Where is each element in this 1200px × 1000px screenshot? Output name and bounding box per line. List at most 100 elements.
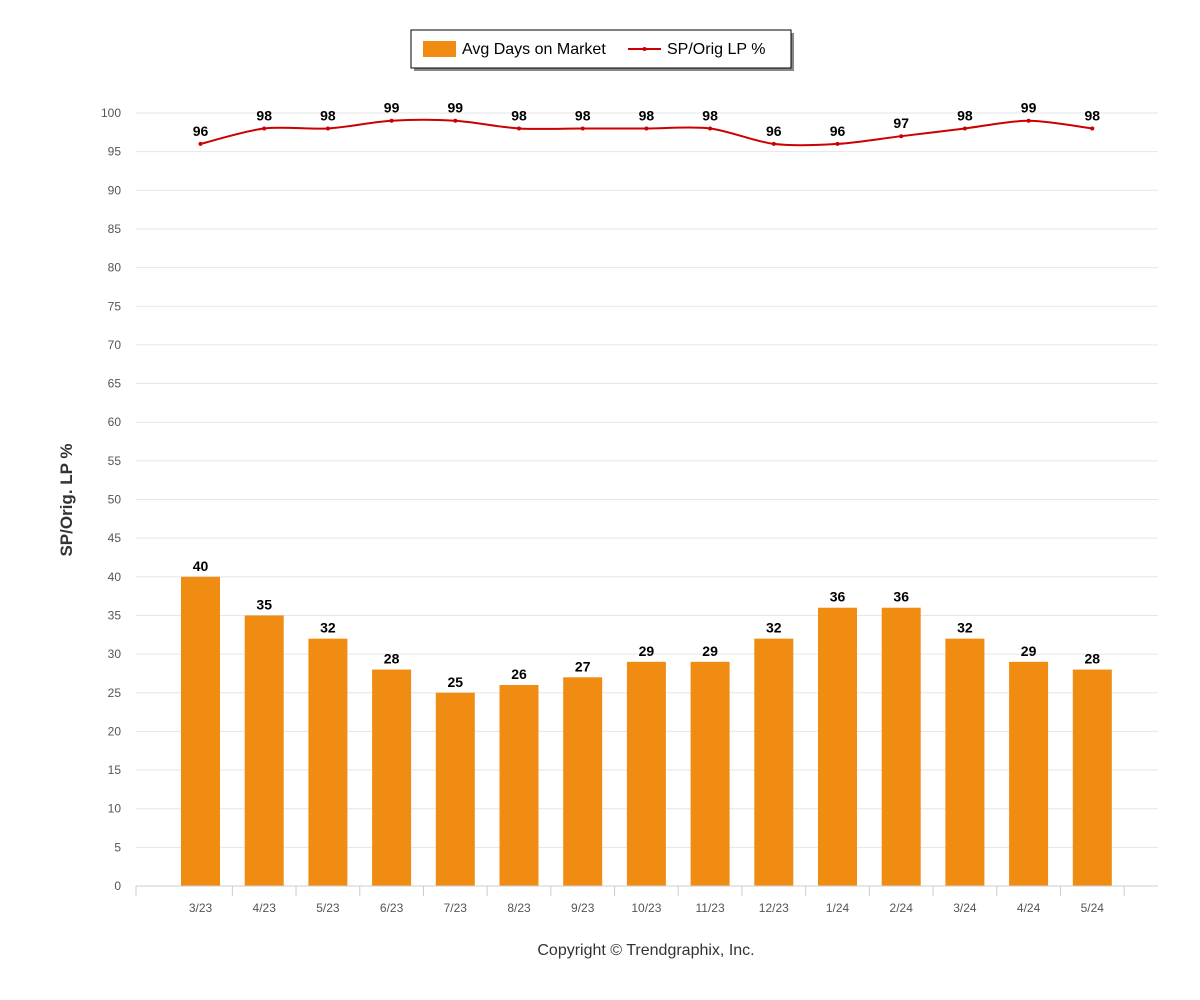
bar-value-label: 25: [448, 674, 464, 690]
y-tick-label: 40: [108, 570, 122, 584]
x-tick-label: 12/23: [759, 901, 789, 915]
y-tick-label: 95: [108, 145, 122, 159]
line-markers: [198, 118, 1095, 146]
x-axis-ticks: 3/23 4/23 5/23 6/23 7/23 8/23 9/23 10/23 11/23 12…: [135, 886, 1125, 915]
bar-value-label: 29: [1021, 643, 1037, 659]
line-point: [1026, 118, 1031, 123]
line-point: [453, 118, 458, 123]
bar-value-label: 32: [957, 620, 973, 636]
bar: [626, 661, 666, 886]
y-tick-label: 50: [108, 493, 122, 507]
x-tick-label: 5/24: [1081, 901, 1105, 915]
legend-box: [410, 29, 792, 69]
x-tick-label: 7/23: [444, 901, 468, 915]
y-tick-label: 35: [108, 608, 122, 622]
y-tick-label: 30: [108, 647, 122, 661]
x-tick-label: 4/23: [253, 901, 277, 915]
series-line: [200, 118, 1093, 147]
bar: [1072, 669, 1112, 886]
legend-bar-label: Avg Days on Market: [462, 41, 606, 58]
bar-value-label: 28: [1085, 651, 1101, 667]
line-labels: 96 98 98 99 99 98 98 98 98 96 96 97 98 99 98: [193, 100, 1101, 139]
y-tick-label: 90: [108, 183, 122, 197]
bar: [1009, 661, 1049, 886]
bar-value-label: 36: [893, 589, 909, 605]
legend: Avg Days on Market SP/Orig LP %: [410, 29, 794, 71]
y-axis-label: SP/Orig. LP %: [57, 443, 76, 556]
line-value-label: 96: [193, 123, 209, 139]
bar: [372, 669, 412, 886]
line-value-label: 96: [766, 123, 782, 139]
y-tick-label: 25: [108, 686, 122, 700]
bar: [945, 638, 985, 886]
y-tick-label: 5: [114, 840, 121, 854]
line-point: [580, 126, 585, 131]
y-tick-label: 70: [108, 338, 122, 352]
y-tick-label: 100: [101, 106, 121, 120]
bar: [308, 638, 348, 886]
y-tick-label: 10: [108, 802, 122, 816]
line-value-label: 99: [448, 100, 464, 116]
line-value-label: 98: [511, 107, 527, 123]
line-value-label: 96: [830, 123, 846, 139]
bar-value-label: 29: [702, 643, 718, 659]
bar-value-label: 32: [320, 620, 336, 636]
y-axis-ticks: 0 5 10 15 20 25 30 35 40 45 50 55 60 65 70 75 80 85 90 95 10…: [101, 106, 121, 893]
line-value-label: 98: [320, 107, 336, 123]
line-point: [899, 134, 904, 139]
bar-value-label: 29: [639, 643, 655, 659]
y-tick-label: 0: [114, 879, 121, 893]
legend-bar-swatch: [423, 41, 456, 57]
line-point: [708, 126, 713, 131]
y-tick-label: 65: [108, 377, 122, 391]
bar-value-label: 40: [193, 558, 209, 574]
x-tick-label: 9/23: [571, 901, 595, 915]
bar: [499, 685, 539, 886]
line-value-label: 98: [957, 107, 973, 123]
y-tick-label: 55: [108, 454, 122, 468]
bar-value-label: 27: [575, 658, 591, 674]
line-point: [835, 141, 840, 146]
line-point: [325, 126, 330, 131]
x-tick-label: 3/24: [953, 901, 977, 915]
line-point: [771, 141, 776, 146]
line-point: [198, 141, 203, 146]
x-tick-label: 11/23: [696, 901, 725, 915]
line-value-label: 98: [639, 107, 655, 123]
y-tick-label: 15: [108, 763, 122, 777]
bar: [754, 638, 794, 886]
x-tick-label: 2/24: [890, 901, 914, 915]
line-point: [517, 126, 521, 131]
copyright-text: Copyright © Trendgraphix, Inc.: [537, 942, 754, 959]
x-tick-label: 3/23: [189, 901, 213, 915]
line-point: [644, 126, 649, 131]
bar-value-label: 35: [256, 596, 272, 612]
line-value-label: 98: [1085, 107, 1101, 123]
line-value-label: 98: [702, 107, 718, 123]
line-value-label: 98: [256, 107, 272, 123]
line-point: [262, 126, 267, 131]
y-tick-label: 75: [108, 299, 122, 313]
y-tick-label: 45: [108, 531, 122, 545]
grid: [136, 112, 1158, 848]
x-tick-label: 6/23: [380, 901, 404, 915]
bar: [818, 607, 857, 886]
bar-value-label: 32: [766, 620, 782, 636]
bar: [435, 692, 475, 886]
legend-line-marker: [642, 47, 647, 51]
line-value-label: 99: [1021, 100, 1037, 116]
line-point: [389, 118, 394, 123]
bar: [181, 576, 220, 886]
x-tick-label: 8/23: [507, 901, 531, 915]
y-tick-label: 80: [108, 261, 122, 275]
bar: [690, 661, 730, 886]
bar-value-label: 26: [511, 666, 527, 682]
y-tick-label: 60: [108, 415, 122, 429]
bar-value-label: 36: [830, 589, 846, 605]
legend-line-label: SP/Orig LP %: [667, 41, 765, 58]
x-tick-label: 4/24: [1017, 901, 1041, 915]
line-value-label: 97: [893, 115, 909, 131]
x-tick-label: 10/23: [631, 901, 661, 915]
line-value-label: 98: [575, 107, 591, 123]
